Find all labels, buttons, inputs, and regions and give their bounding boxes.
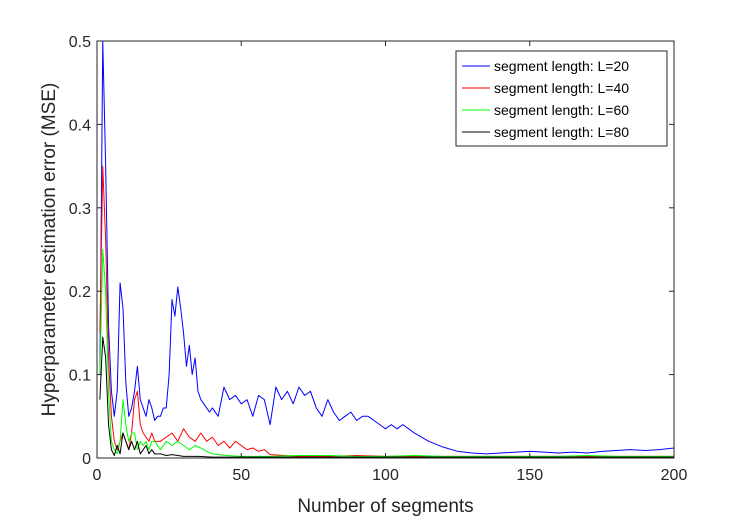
x-tick-label: 150 — [516, 467, 543, 484]
legend-box — [455, 50, 668, 147]
series-line-1 — [99, 40, 675, 455]
y-tick-label: 0.5 — [69, 34, 91, 51]
x-tick-label: 200 — [661, 467, 688, 484]
series-line-3 — [99, 249, 674, 457]
series-line-4 — [99, 336, 674, 458]
series-layer — [99, 40, 675, 458]
legend-label: segment length: L=20 — [494, 58, 629, 74]
y-tick-label: 0.2 — [69, 284, 91, 301]
legend-items: segment length: L=20 segment length: L=40… — [462, 58, 629, 140]
tick-layer: 0 50 100 150 200 0 0.1 0.2 0.3 0.4 0.5 — [69, 34, 688, 484]
y-tick-label: 0 — [82, 451, 91, 468]
x-tick-label: 50 — [232, 467, 250, 484]
y-axis-label: Hyperparameter estimation error (MSE) — [39, 83, 60, 417]
x-tick-label: 0 — [93, 467, 102, 484]
legend-label: segment length: L=60 — [494, 102, 629, 118]
y-tick-label: 0.3 — [69, 201, 91, 218]
legend-label: segment length: L=40 — [494, 80, 629, 96]
y-tick-label: 0.1 — [69, 368, 91, 385]
x-tick-label: 100 — [372, 467, 399, 484]
y-tick-label: 0.4 — [69, 117, 91, 134]
legend: segment length: L=20 segment length: L=40… — [455, 50, 668, 147]
legend-label: segment length: L=80 — [494, 124, 629, 140]
x-axis-label: Number of segments — [297, 496, 473, 517]
